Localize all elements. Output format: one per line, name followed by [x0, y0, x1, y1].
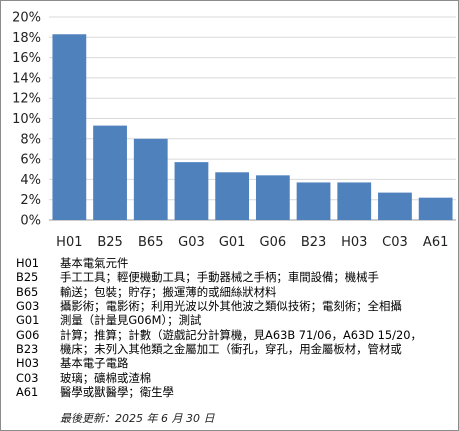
- legend-description: 輸送；包裝；貯存；搬運薄的或細絲狀材料: [60, 284, 277, 299]
- legend-code: B25: [16, 270, 39, 285]
- bar-g01: [215, 172, 250, 220]
- legend-row: G06 計算；推算；計數（遊戲記分計算機，見A63B 71/06，A63D 15/…: [16, 328, 448, 342]
- legend-code: G03: [16, 299, 40, 314]
- legend-row: H03 基本電子電路: [16, 356, 448, 370]
- x-tick-label: B65: [138, 235, 163, 250]
- legend-code: H03: [16, 356, 40, 371]
- y-tick-label: 20%: [12, 11, 41, 26]
- legend-code: G06: [16, 327, 40, 342]
- legend-row: G01 測量（計量見G06M）；測試: [16, 313, 448, 327]
- legend-row: A61 醫學或獸醫學；衛生學: [16, 385, 448, 399]
- legend-description: 計算；推算；計數（遊戲記分計算機，見A63B 71/06，A63D 15/20，: [60, 327, 422, 342]
- legend-code: B23: [16, 342, 39, 357]
- legend-row: H01 基本電氣元件: [16, 256, 448, 270]
- bar-b65: [133, 138, 168, 220]
- bar-g06: [255, 175, 290, 220]
- bar-g03: [174, 162, 209, 220]
- legend-description: 測量（計量見G06M）；測試: [60, 313, 202, 328]
- last-updated: 最後更新：2025 年 6 月 30 日: [60, 412, 215, 425]
- bar-c03: [378, 192, 412, 220]
- legend-description: 基本電氣元件: [60, 256, 129, 270]
- legend-row: B65 輸送；包裝；貯存；搬運薄的或細絲狀材料: [16, 285, 448, 299]
- x-tick-label: H03: [341, 235, 367, 250]
- y-tick-label: 16%: [12, 51, 41, 66]
- legend-description: 攝影術；電影術；利用光波以外其他波之類似技術；電刻術；全相攝: [60, 299, 402, 314]
- legend-code: B65: [16, 284, 39, 299]
- x-tick-label: B25: [97, 235, 122, 250]
- x-tick-label: G03: [178, 235, 205, 250]
- x-tick-label: B23: [301, 235, 326, 250]
- y-tick-label: 18%: [12, 31, 41, 46]
- legend-code: G01: [16, 313, 40, 328]
- legend-code: C03: [16, 370, 39, 385]
- ipc-legend: H01 基本電氣元件 B25 手工工具；輕便機動工具；手動器械之手柄；車間設備；機械手…: [16, 256, 448, 399]
- legend-row: C03 玻璃；礦棉或渣棉: [16, 371, 448, 385]
- bars: [52, 34, 453, 220]
- legend-row: G03 攝影術；電影術；利用光波以外其他波之類似技術；電刻術；全相攝: [16, 299, 448, 313]
- bar-b23: [296, 182, 331, 220]
- x-axis-ticks: H01 B25 B65 G03 G01 G06 B23 H03 C03 A61: [56, 235, 448, 250]
- legend-code: A61: [16, 385, 39, 400]
- legend-description: 基本電子電路: [60, 356, 129, 371]
- legend-row: B23 機床；未列入其他類之金屬加工（衝孔，穿孔，用金屬板材，管材或: [16, 342, 448, 356]
- y-tick-label: 14%: [12, 71, 41, 86]
- y-axis-ticks: 0% 2% 4% 6% 8% 10% 12% 14% 16% 18% 20%: [12, 11, 41, 229]
- y-tick-label: 12%: [12, 92, 41, 107]
- legend-code: H01: [16, 256, 40, 270]
- x-tick-label: A61: [423, 235, 448, 250]
- legend-description: 手工工具；輕便機動工具；手動器械之手柄；車間設備；機械手: [60, 270, 379, 285]
- bar-b25: [93, 125, 127, 220]
- y-tick-label: 4%: [20, 173, 41, 188]
- legend-description: 醫學或獸醫學；衛生學: [60, 385, 174, 400]
- legend-row: B25 手工工具；輕便機動工具；手動器械之手柄；車間設備；機械手: [16, 270, 448, 284]
- y-tick-label: 8%: [20, 132, 41, 147]
- bar-chart: 0% 2% 4% 6% 8% 10% 12% 14% 16% 18% 20% H01 B25 B65 G0…: [12, 11, 456, 250]
- x-tick-label: C03: [382, 235, 408, 250]
- y-tick-label: 10%: [12, 112, 41, 127]
- y-tick-label: 2%: [20, 193, 41, 208]
- x-tick-label: G06: [260, 235, 287, 250]
- x-tick-label: G01: [219, 235, 246, 250]
- bar-h03: [337, 182, 372, 220]
- bar-a61: [418, 197, 453, 220]
- y-tick-label: 6%: [20, 153, 41, 168]
- y-tick-label: 0%: [20, 214, 41, 229]
- legend-description: 玻璃；礦棉或渣棉: [60, 370, 152, 385]
- bar-h01: [52, 34, 87, 220]
- legend-description: 機床；未列入其他類之金屬加工（衝孔，穿孔，用金屬板材，管材或: [60, 342, 402, 357]
- x-tick-label: H01: [56, 235, 82, 250]
